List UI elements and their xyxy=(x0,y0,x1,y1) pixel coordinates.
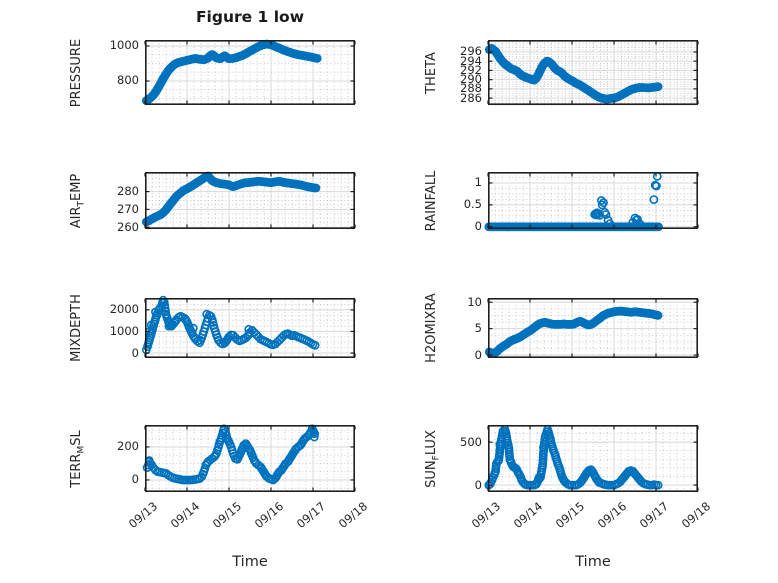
subplot-terr_msl xyxy=(142,424,356,493)
figure-title: Figure 1 low xyxy=(195,8,305,26)
x-tick-label: 09/17 xyxy=(636,499,671,532)
x-axis-label-left: Time xyxy=(232,554,268,570)
y-tick-label: 0 xyxy=(474,347,482,362)
y-tick-label: 296 xyxy=(460,44,482,59)
subplot-air_temp xyxy=(141,171,356,230)
subplot-rainfall xyxy=(484,172,699,232)
x-tick-label: 09/16 xyxy=(594,499,629,532)
y-tick-label: 292 xyxy=(460,62,482,77)
x-tick-label: 09/15 xyxy=(209,499,244,532)
x-axis-label-right: Time xyxy=(575,554,611,570)
subplot-theta xyxy=(484,40,699,106)
y-tick-label: 200 xyxy=(117,439,139,454)
subplot-mixdepth xyxy=(141,295,356,359)
y-tick-label: 0 xyxy=(474,477,482,492)
y-tick-label: 10 xyxy=(467,294,482,309)
y-tick-label: 286 xyxy=(460,90,482,105)
y-tick-label: 270 xyxy=(117,201,139,216)
subplot-h2omixra xyxy=(484,298,699,359)
x-tick-label: 09/13 xyxy=(125,499,160,532)
x-tick-label: 09/18 xyxy=(335,499,370,532)
y-tick-label: 294 xyxy=(460,53,482,68)
subplot-pressure xyxy=(141,39,356,106)
y-tick-label: 0 xyxy=(474,219,482,234)
y-tick-label: 800 xyxy=(117,73,139,88)
y-tick-label: 0 xyxy=(131,345,139,360)
y-tick-label: 5 xyxy=(474,321,482,336)
y-tick-label: 280 xyxy=(117,184,139,199)
x-tick-label: 09/17 xyxy=(293,499,328,532)
x-tick-label: 09/18 xyxy=(678,499,713,532)
y-tick-label: 2000 xyxy=(109,302,139,317)
y-tick-label: 260 xyxy=(117,219,139,234)
y-tick-label: 288 xyxy=(460,81,482,96)
y-tick-label: 1000 xyxy=(109,323,139,338)
x-tick-label: 09/14 xyxy=(167,499,202,532)
x-tick-label: 09/16 xyxy=(251,499,286,532)
x-tick-label: 09/14 xyxy=(510,499,545,532)
y-tick-label: 290 xyxy=(460,72,482,87)
y-tick-label: 0.5 xyxy=(463,197,482,212)
x-tick-label: 09/13 xyxy=(468,499,503,532)
x-tick-label: 09/15 xyxy=(552,499,587,532)
y-tick-label: 0 xyxy=(131,472,139,487)
y-axis-label-terr_msl: TERRMSL xyxy=(69,429,87,488)
subplot-sun_flux xyxy=(484,424,699,493)
y-axis-label-sun_flux: SUNFLUX xyxy=(424,429,442,488)
y-tick-label: 1000 xyxy=(109,38,139,53)
y-tick-label: 1 xyxy=(474,175,482,190)
y-tick-label: 500 xyxy=(460,434,482,449)
